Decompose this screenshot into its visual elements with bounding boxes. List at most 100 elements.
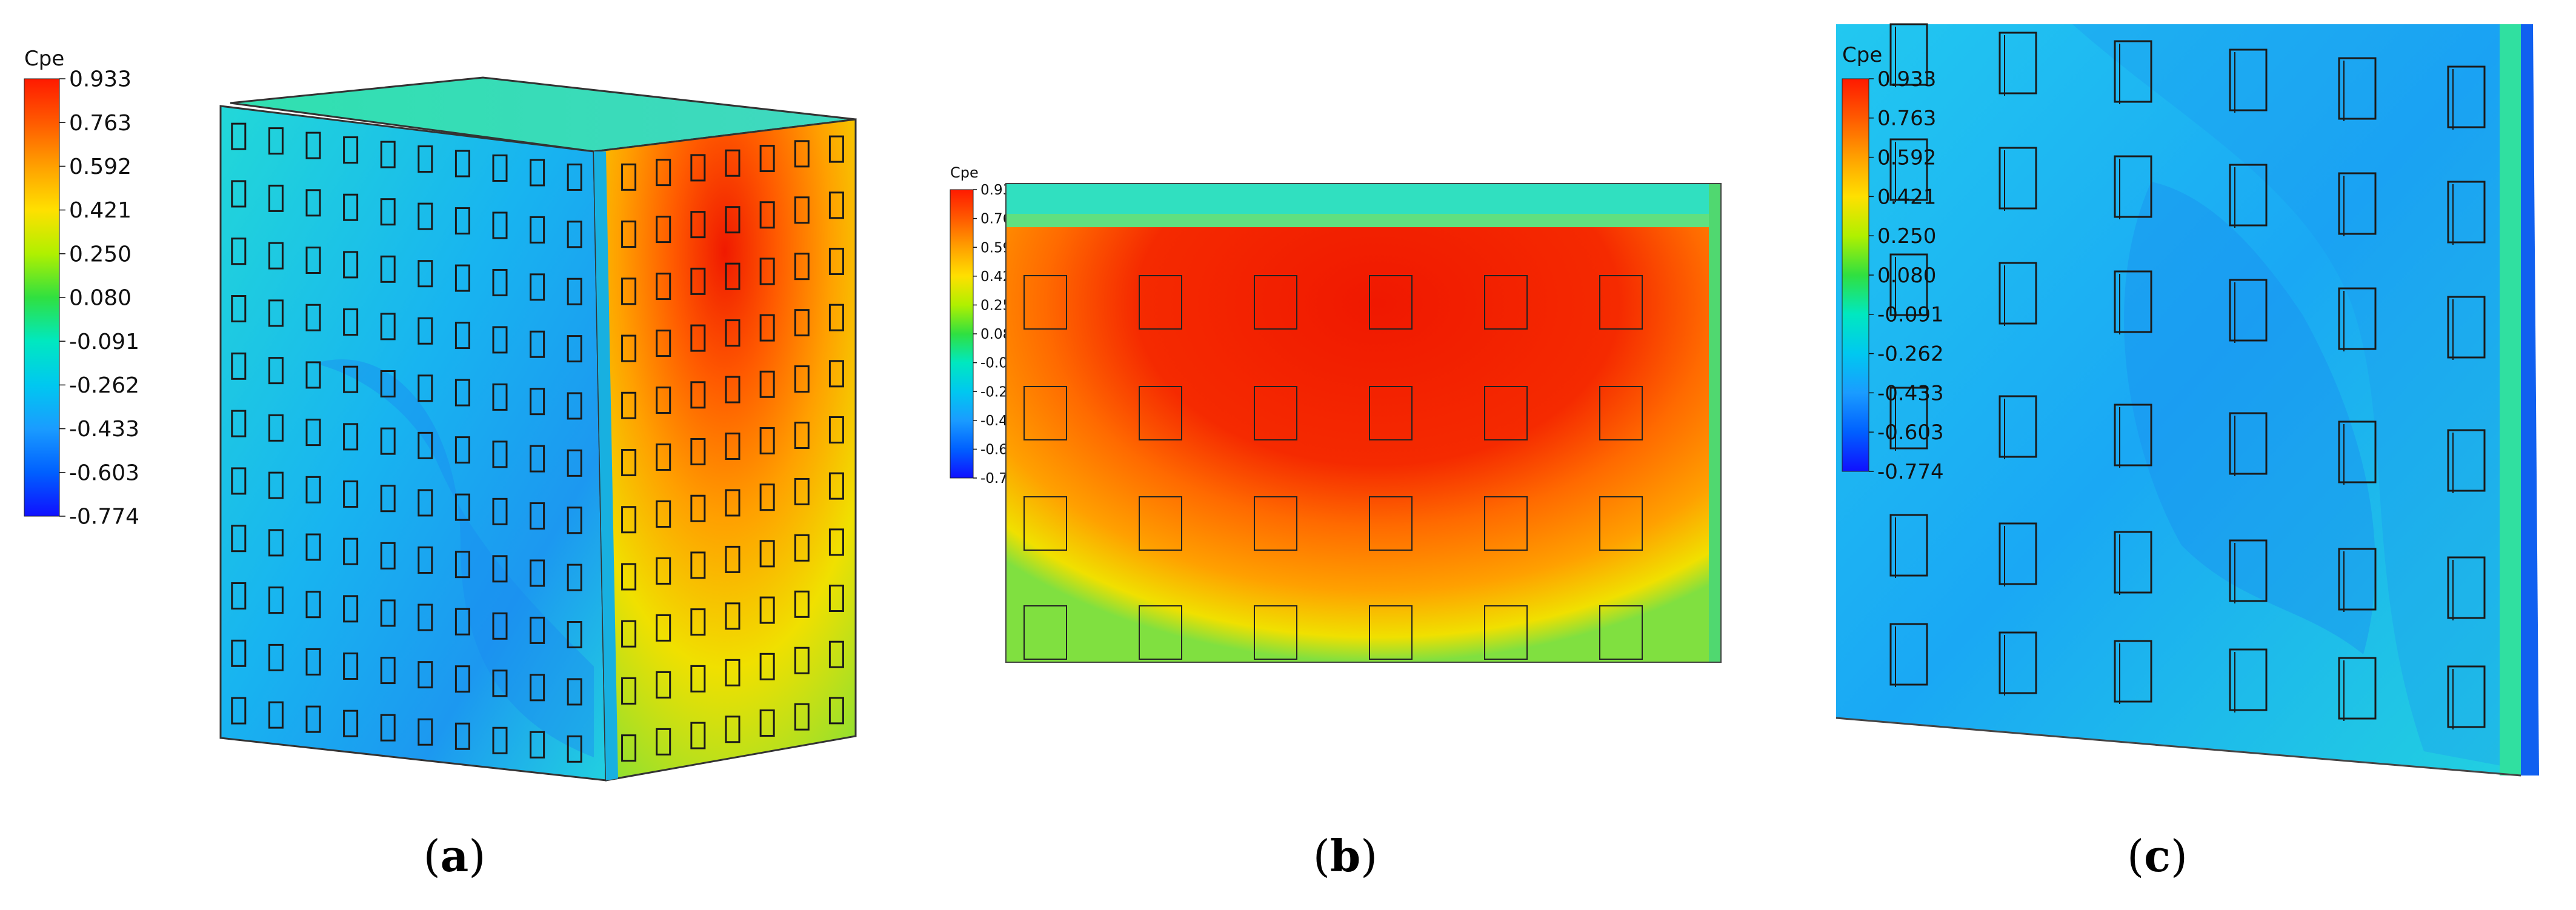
window — [530, 330, 545, 358]
window — [794, 365, 810, 393]
window — [1484, 605, 1528, 660]
facade-side — [2521, 24, 2539, 775]
window — [656, 330, 671, 357]
window — [1999, 262, 2037, 325]
window — [1889, 23, 1928, 86]
window — [1999, 147, 2037, 210]
window — [2447, 556, 2486, 619]
colorbar-tick-label: -0.262 — [1877, 342, 1944, 367]
caption-close: ) — [1360, 831, 1378, 882]
building-a — [219, 76, 857, 782]
window — [725, 489, 741, 517]
window — [567, 221, 582, 248]
window — [759, 201, 775, 229]
window — [1999, 522, 2037, 585]
caption-letter: c — [2144, 830, 2171, 882]
window — [492, 326, 508, 354]
window — [343, 595, 359, 623]
window — [380, 141, 396, 168]
window — [454, 379, 470, 407]
caption-open: ( — [1313, 831, 1330, 882]
facade-edge — [1709, 184, 1721, 662]
window — [1889, 623, 1928, 686]
window — [759, 540, 775, 568]
window — [759, 314, 775, 342]
window — [567, 335, 582, 363]
window — [690, 551, 706, 579]
window — [530, 674, 545, 702]
window — [343, 193, 359, 221]
window — [1484, 496, 1528, 551]
window — [690, 381, 706, 409]
window — [530, 388, 545, 416]
facade-surface — [1006, 184, 1721, 662]
window — [2114, 155, 2152, 218]
window — [828, 360, 844, 388]
window — [656, 671, 671, 699]
colorbar-tick-label: -0.774 — [1877, 460, 1944, 484]
window — [828, 247, 844, 275]
window — [231, 467, 247, 495]
window — [2447, 181, 2486, 244]
window — [621, 506, 637, 534]
window — [305, 361, 321, 389]
window — [268, 701, 284, 729]
window — [492, 726, 508, 754]
window — [454, 207, 470, 235]
window — [690, 438, 706, 465]
window — [454, 493, 470, 521]
facade-edge — [2500, 24, 2521, 775]
window — [1139, 275, 1182, 330]
panel-b-figure: Cpe 0.9330.7630.5920.4210.2500.080-0.091… — [950, 164, 1722, 663]
window — [380, 370, 396, 398]
window — [828, 640, 844, 668]
window — [1889, 253, 1928, 316]
caption-b: (b) — [1285, 830, 1406, 882]
window — [725, 262, 741, 290]
window — [231, 639, 247, 667]
window — [794, 534, 810, 562]
window — [380, 714, 396, 742]
window — [828, 585, 844, 613]
window — [454, 264, 470, 292]
window — [530, 159, 545, 187]
colorbar-title: Cpe — [24, 47, 64, 71]
window — [828, 697, 844, 725]
colorbar-tick-label: 0.592 — [1877, 146, 1936, 170]
window — [231, 180, 247, 208]
window — [567, 678, 582, 706]
window — [231, 122, 247, 150]
caption-letter: a — [440, 830, 469, 882]
window — [492, 268, 508, 296]
window — [380, 313, 396, 340]
window — [492, 383, 508, 411]
window — [690, 211, 706, 239]
window — [725, 433, 741, 460]
window — [1023, 605, 1067, 660]
facade-b — [1005, 183, 1722, 663]
window — [725, 545, 741, 573]
colorbar-tick-label: -0.091 — [1877, 303, 1944, 327]
window — [2338, 420, 2377, 483]
caption-close: ) — [468, 831, 486, 882]
panel-c: Cpe 0.933 0.763 0.592 0.421 0.250 0.080 -0.091… — [1757, 0, 2576, 910]
window — [343, 537, 359, 565]
panel-c-figure: Cpe 0.933 0.763 0.592 0.421 0.250 0.080 -0.091… — [1835, 23, 2539, 777]
colorbar-ticks: 0.933 0.763 0.592 0.421 0.250 0.080 -0.091 -0.2… — [59, 67, 139, 530]
window — [530, 559, 545, 587]
window — [656, 500, 671, 528]
facade-band — [1006, 214, 1721, 227]
window — [690, 154, 706, 182]
colorbar-tick-label: 0.250 — [69, 242, 131, 267]
window — [656, 728, 671, 756]
window — [305, 304, 321, 331]
window — [305, 476, 321, 503]
window — [305, 591, 321, 619]
window — [530, 216, 545, 244]
window — [621, 677, 637, 705]
window — [492, 669, 508, 697]
window — [380, 255, 396, 283]
window — [621, 734, 637, 762]
window — [492, 612, 508, 640]
window — [1599, 275, 1643, 330]
